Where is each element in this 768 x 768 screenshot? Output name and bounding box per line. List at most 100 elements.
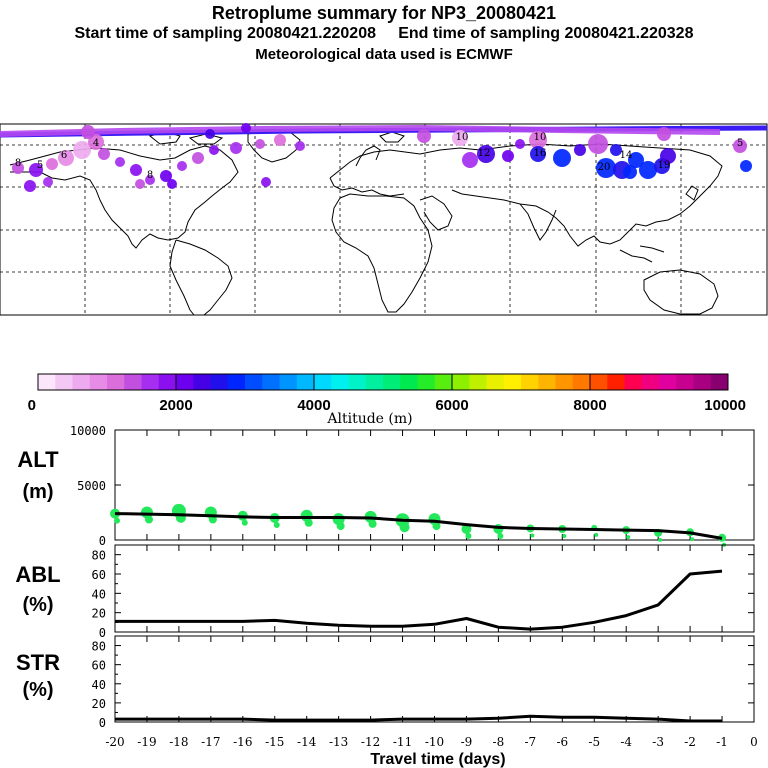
plume-centroid-29 [462,152,478,168]
colorbar-swatch-15 [296,374,315,390]
plume-centroid-44 [515,139,525,149]
plume-centroid-46 [610,144,622,156]
abl-title: ABL [15,562,60,587]
plume-centroid-41 [657,127,671,141]
map-label-1: 5 [37,160,43,171]
coastlines [9,129,723,316]
plume-centroid-6 [81,125,95,139]
plume-trajectory-bands [0,124,768,138]
colorbar-swatch-10 [210,374,229,390]
alt-scatter-point-b-0 [114,517,120,524]
map-label-0: 4 [93,138,99,149]
map-label-9: 19 [658,160,671,171]
colorbar-swatch-2 [72,374,91,390]
colorbar-swatch-26 [486,374,505,390]
plume-centroid-31 [529,131,547,149]
alt-unit: (m) [22,481,53,503]
str-ytick-label-4: 0 [99,716,106,730]
colorbar-tick-2: 4000 [297,397,330,414]
xtick-label-20: 0 [750,735,758,749]
plume-centroid-32 [530,146,546,162]
alt-panel: 10000 5000 0 ALT (m) [17,424,755,548]
colorbar-swatch-33 [607,374,625,390]
str-ytick-label-2: 40 [92,678,106,692]
colorbar-tick-0: 0 [28,397,36,414]
colorbar-swatch-9 [193,374,211,390]
colorbar-swatch-7 [158,374,177,390]
alt-scatter-point-11 [461,524,472,534]
xtick-label-17: -3 [652,735,664,749]
colorbar-tick-1: 2000 [159,397,192,414]
xtick-label-2: -18 [169,735,188,749]
plume-centroid-12 [177,161,187,171]
colorbar-swatch-4 [107,374,125,390]
colorbar-swatch-3 [89,374,108,390]
plume-centroid-28 [477,145,495,163]
plume-centroid-34 [588,134,608,154]
map-label-8: 14 [620,150,633,161]
xtick-label-6: -14 [297,735,317,749]
colorbar-swatch-34 [624,374,643,390]
plume-centroid-27 [452,130,468,146]
plume-centroid-3 [58,150,74,166]
colorbar-swatch-11 [227,374,246,390]
alt-scatter-point-b-7 [336,522,345,531]
map-label-6: 10 [534,132,547,143]
plume-centroid-21 [261,177,271,187]
map-label-2: 6 [61,150,67,161]
colorbar-swatch-35 [641,374,660,390]
colorbar-swatch-21 [400,374,418,390]
alt-scatter-point-b-16 [626,535,631,540]
xtick-label-0: -20 [105,735,124,749]
xtick-label-16: -4 [620,735,632,749]
x-axis-title: Travel time (days) [370,751,505,768]
alt-scatter-point-b-5 [273,522,280,528]
plume-centroid-40 [660,148,676,164]
xtick-label-9: -11 [393,735,412,749]
map-label-3: 8 [15,158,21,169]
map-frame [0,123,768,316]
colorbar-swatch-16 [314,374,332,390]
alt-scatter-point-b-15 [594,532,599,537]
alt-scatter-point-b-8 [368,519,377,528]
alt-scatter-point-b-6 [304,518,313,527]
plume-centroid-5 [88,134,104,150]
colorbar-swatch-18 [348,374,367,390]
plume-centroid-23 [24,180,36,192]
plume-centroid-10 [145,175,155,185]
colorbar-swatch-23 [434,374,453,390]
plume-centroid-8 [115,157,125,167]
str-ytick-label-1: 60 [92,659,106,673]
colorbar-swatch-17 [331,374,349,390]
alt-scatter-point-b-9 [399,522,410,533]
str-ytick-label-0: 80 [92,640,106,654]
str-panel: 80 60 40 20 0 STR (%) [16,635,755,730]
xtick-label-8: -12 [361,735,380,749]
colorbar-swatch-38 [693,374,712,390]
plume-centroid-24 [135,179,145,189]
alt-ytick-label-1: 5000 [77,479,106,493]
str-ytick-label-3: 20 [92,697,106,711]
alt-ytick-label-0: 10000 [70,424,106,438]
map-label-7: 20 [598,162,611,173]
colorbar-swatch-37 [676,374,694,390]
str-series-line [115,714,722,723]
colorbar-swatch-32 [590,374,608,390]
plume-centroid-47 [623,165,637,179]
chart-title: Retroplume summary for NP3_20080421 [211,3,557,23]
colorbar-swatch-24 [452,374,470,390]
abl-series-line [115,569,723,631]
alt-scatter-point-b-1 [144,515,153,524]
colorbar-swatch-19 [365,374,384,390]
colorbar-label: Altitude (m) [326,411,412,427]
alt-ytick-label-2: 0 [99,534,106,548]
plume-centroid-14 [209,145,219,155]
time-series-panels: 10000 5000 0 ALT (m) 80 60 40 20 0 ABL (%) 80 60 40 20 0… [15,424,757,768]
abl-ytick-label-4: 0 [99,626,106,640]
plume-centroid-19 [241,123,251,133]
plume-centroid-25 [167,179,177,189]
plume-centroid-13 [192,152,204,164]
altitude-colorbar: 0 2000 4000 6000 8000 10000 Altitude (m) [28,373,746,427]
colorbar-swatch-29 [538,374,556,390]
colorbar-swatch-31 [572,374,591,390]
